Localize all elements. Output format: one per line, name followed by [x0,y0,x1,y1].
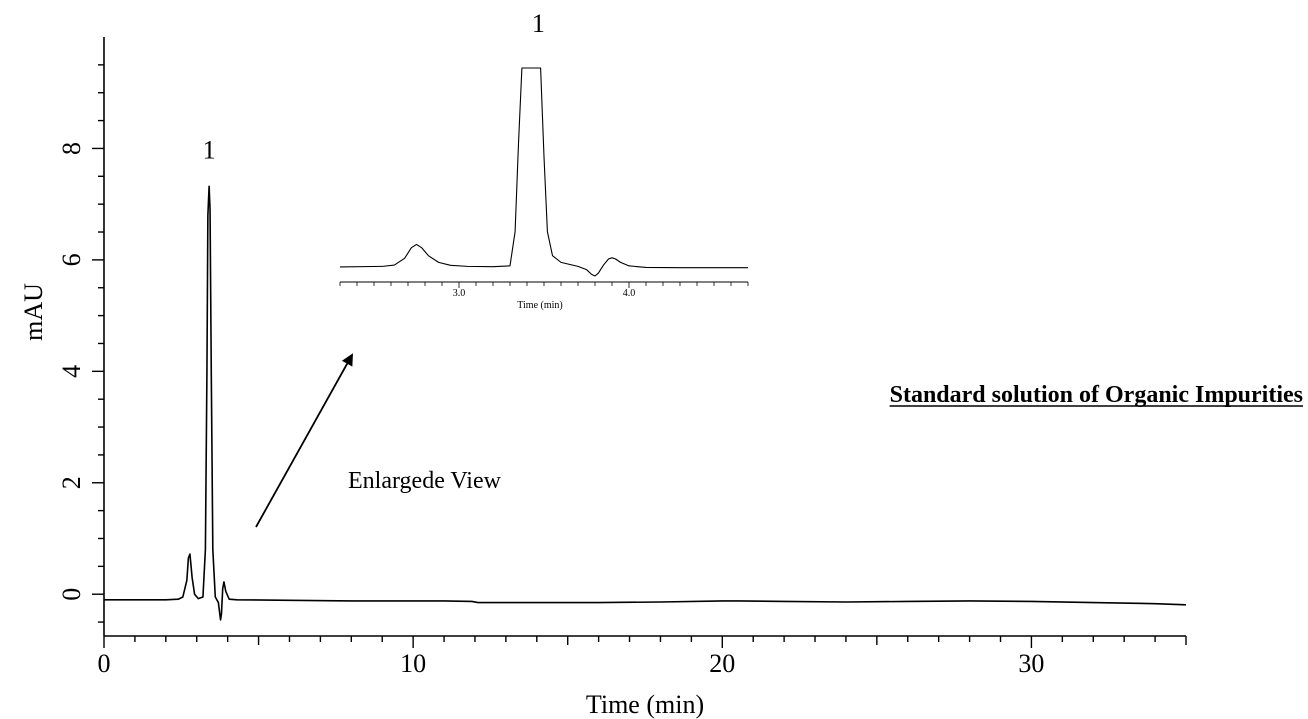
inset-x-ticks: 3.0 4.0 [339,282,749,299]
chromatogram-trace [104,185,1187,621]
y-tick-label: 2 [57,476,86,489]
inset-chart: 3.0 4.0 1 Time (min) [339,9,749,311]
x-tick-label: 30 [1018,649,1044,678]
inset-chromatogram-trace [339,67,748,277]
x-tick-label: 10 [400,649,426,678]
x-axis-label: Time (min) [586,690,704,719]
main-axes: 0 10 20 30 0 2 4 6 8 [57,37,1187,678]
inset-x-axis-label: Time (min) [517,300,562,311]
enlarge-arrow [255,353,353,528]
inset-x-tick-label: 3.0 [453,288,466,299]
inset-x-tick-label: 4.0 [623,288,636,299]
y-axis-label: mAU [19,283,48,341]
inset-peak-label: 1 [532,9,545,38]
y-ticks: 0 2 4 6 8 [57,64,104,623]
y-tick-label: 8 [57,142,86,155]
y-tick-label: 4 [57,365,86,378]
x-ticks: 0 10 20 30 [98,636,1187,678]
enlarged-view-label: Enlargede View [348,468,502,494]
x-tick-label: 0 [98,649,111,678]
peak-label: 1 [203,135,216,164]
chart-caption: Standard solution of Organic Impurities [890,382,1303,408]
x-tick-label: 20 [709,649,735,678]
y-tick-label: 6 [57,253,86,266]
y-tick-label: 0 [57,588,86,601]
